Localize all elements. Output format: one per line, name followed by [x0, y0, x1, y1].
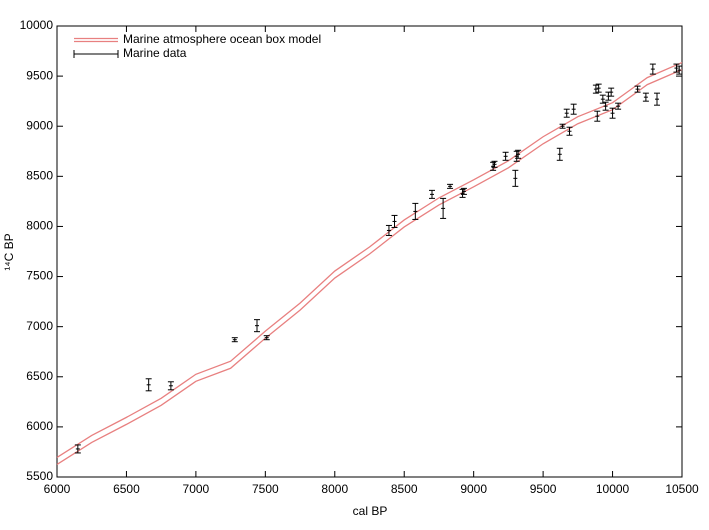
data-point	[563, 108, 570, 118]
data-point	[391, 214, 398, 228]
legend-label: Marine data	[123, 46, 187, 60]
data-point	[634, 85, 641, 93]
data-point	[254, 319, 260, 333]
x-tick-label: 6000	[44, 482, 71, 496]
data-point	[447, 183, 454, 189]
model-upper-line	[56, 61, 683, 459]
data-point	[608, 87, 615, 97]
data-point	[513, 150, 520, 162]
x-tick-label: 10500	[665, 482, 699, 496]
x-tick-label: 7500	[252, 482, 279, 496]
data-point	[512, 169, 519, 187]
y-tick-label: 9500	[26, 68, 53, 82]
data-point	[515, 149, 522, 159]
y-tick-label: 6500	[26, 369, 53, 383]
x-tick-label: 8000	[321, 482, 348, 496]
data-point	[602, 101, 609, 111]
data-point	[599, 94, 606, 104]
data-point	[676, 65, 683, 75]
y-axis-label: ¹⁴C BP	[2, 233, 16, 270]
data-point	[167, 381, 174, 391]
data-point	[595, 83, 602, 93]
y-tick-label: 8000	[26, 219, 53, 233]
data-point	[263, 335, 270, 341]
data-point	[429, 189, 435, 199]
data-point	[74, 444, 81, 454]
data-point	[412, 202, 419, 220]
data-point	[673, 63, 680, 73]
y-tick-label: 5500	[26, 469, 53, 483]
x-tick-label: 9000	[460, 482, 487, 496]
data-point	[231, 337, 238, 343]
x-tick-label: 8500	[391, 482, 418, 496]
data-point	[654, 92, 660, 106]
data-point	[566, 126, 573, 136]
data-point	[609, 107, 616, 119]
x-axis-label: cal BP	[353, 504, 388, 518]
data-point	[491, 160, 498, 168]
data-point	[460, 187, 467, 195]
y-tick-label: 10000	[20, 18, 54, 32]
data-point	[145, 378, 152, 392]
data-point	[440, 197, 447, 219]
data-point	[570, 103, 577, 115]
y-tick-label: 7000	[26, 319, 53, 333]
x-tick-label: 7000	[183, 482, 210, 496]
y-tick-label: 7500	[26, 269, 53, 283]
y-tick-label: 8500	[26, 169, 53, 183]
data-point	[642, 92, 649, 102]
data-point	[385, 224, 392, 236]
model-lower-line	[56, 69, 683, 466]
x-tick-label: 6500	[113, 482, 140, 496]
data-point	[559, 123, 566, 129]
y-tick-label: 9000	[26, 118, 53, 132]
legend-label: Marine atmosphere ocean box model	[123, 32, 321, 46]
x-tick-label: 9500	[530, 482, 557, 496]
data-point	[594, 110, 601, 122]
data-point	[502, 151, 509, 161]
x-tick-label: 10000	[596, 482, 630, 496]
y-tick-label: 6000	[26, 419, 53, 433]
data-point	[649, 63, 656, 75]
data-point	[490, 161, 497, 171]
data-point	[556, 147, 563, 161]
plot-frame	[56, 25, 683, 478]
data-point	[615, 102, 622, 110]
